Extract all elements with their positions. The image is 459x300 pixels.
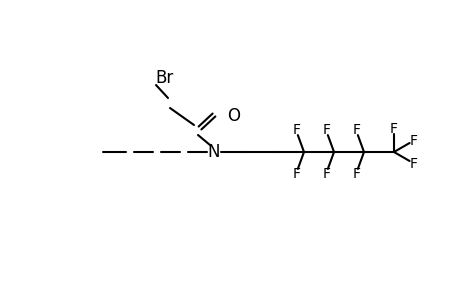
Text: F: F	[321, 123, 330, 137]
Text: O: O	[226, 107, 240, 125]
Text: N: N	[207, 143, 220, 161]
Text: F: F	[352, 167, 359, 181]
Text: F: F	[389, 122, 397, 136]
Text: F: F	[409, 157, 417, 170]
Text: Br: Br	[155, 69, 173, 87]
Text: F: F	[291, 123, 299, 137]
Text: F: F	[291, 167, 299, 181]
Text: F: F	[321, 167, 330, 181]
Text: F: F	[409, 134, 417, 148]
Text: F: F	[352, 123, 359, 137]
